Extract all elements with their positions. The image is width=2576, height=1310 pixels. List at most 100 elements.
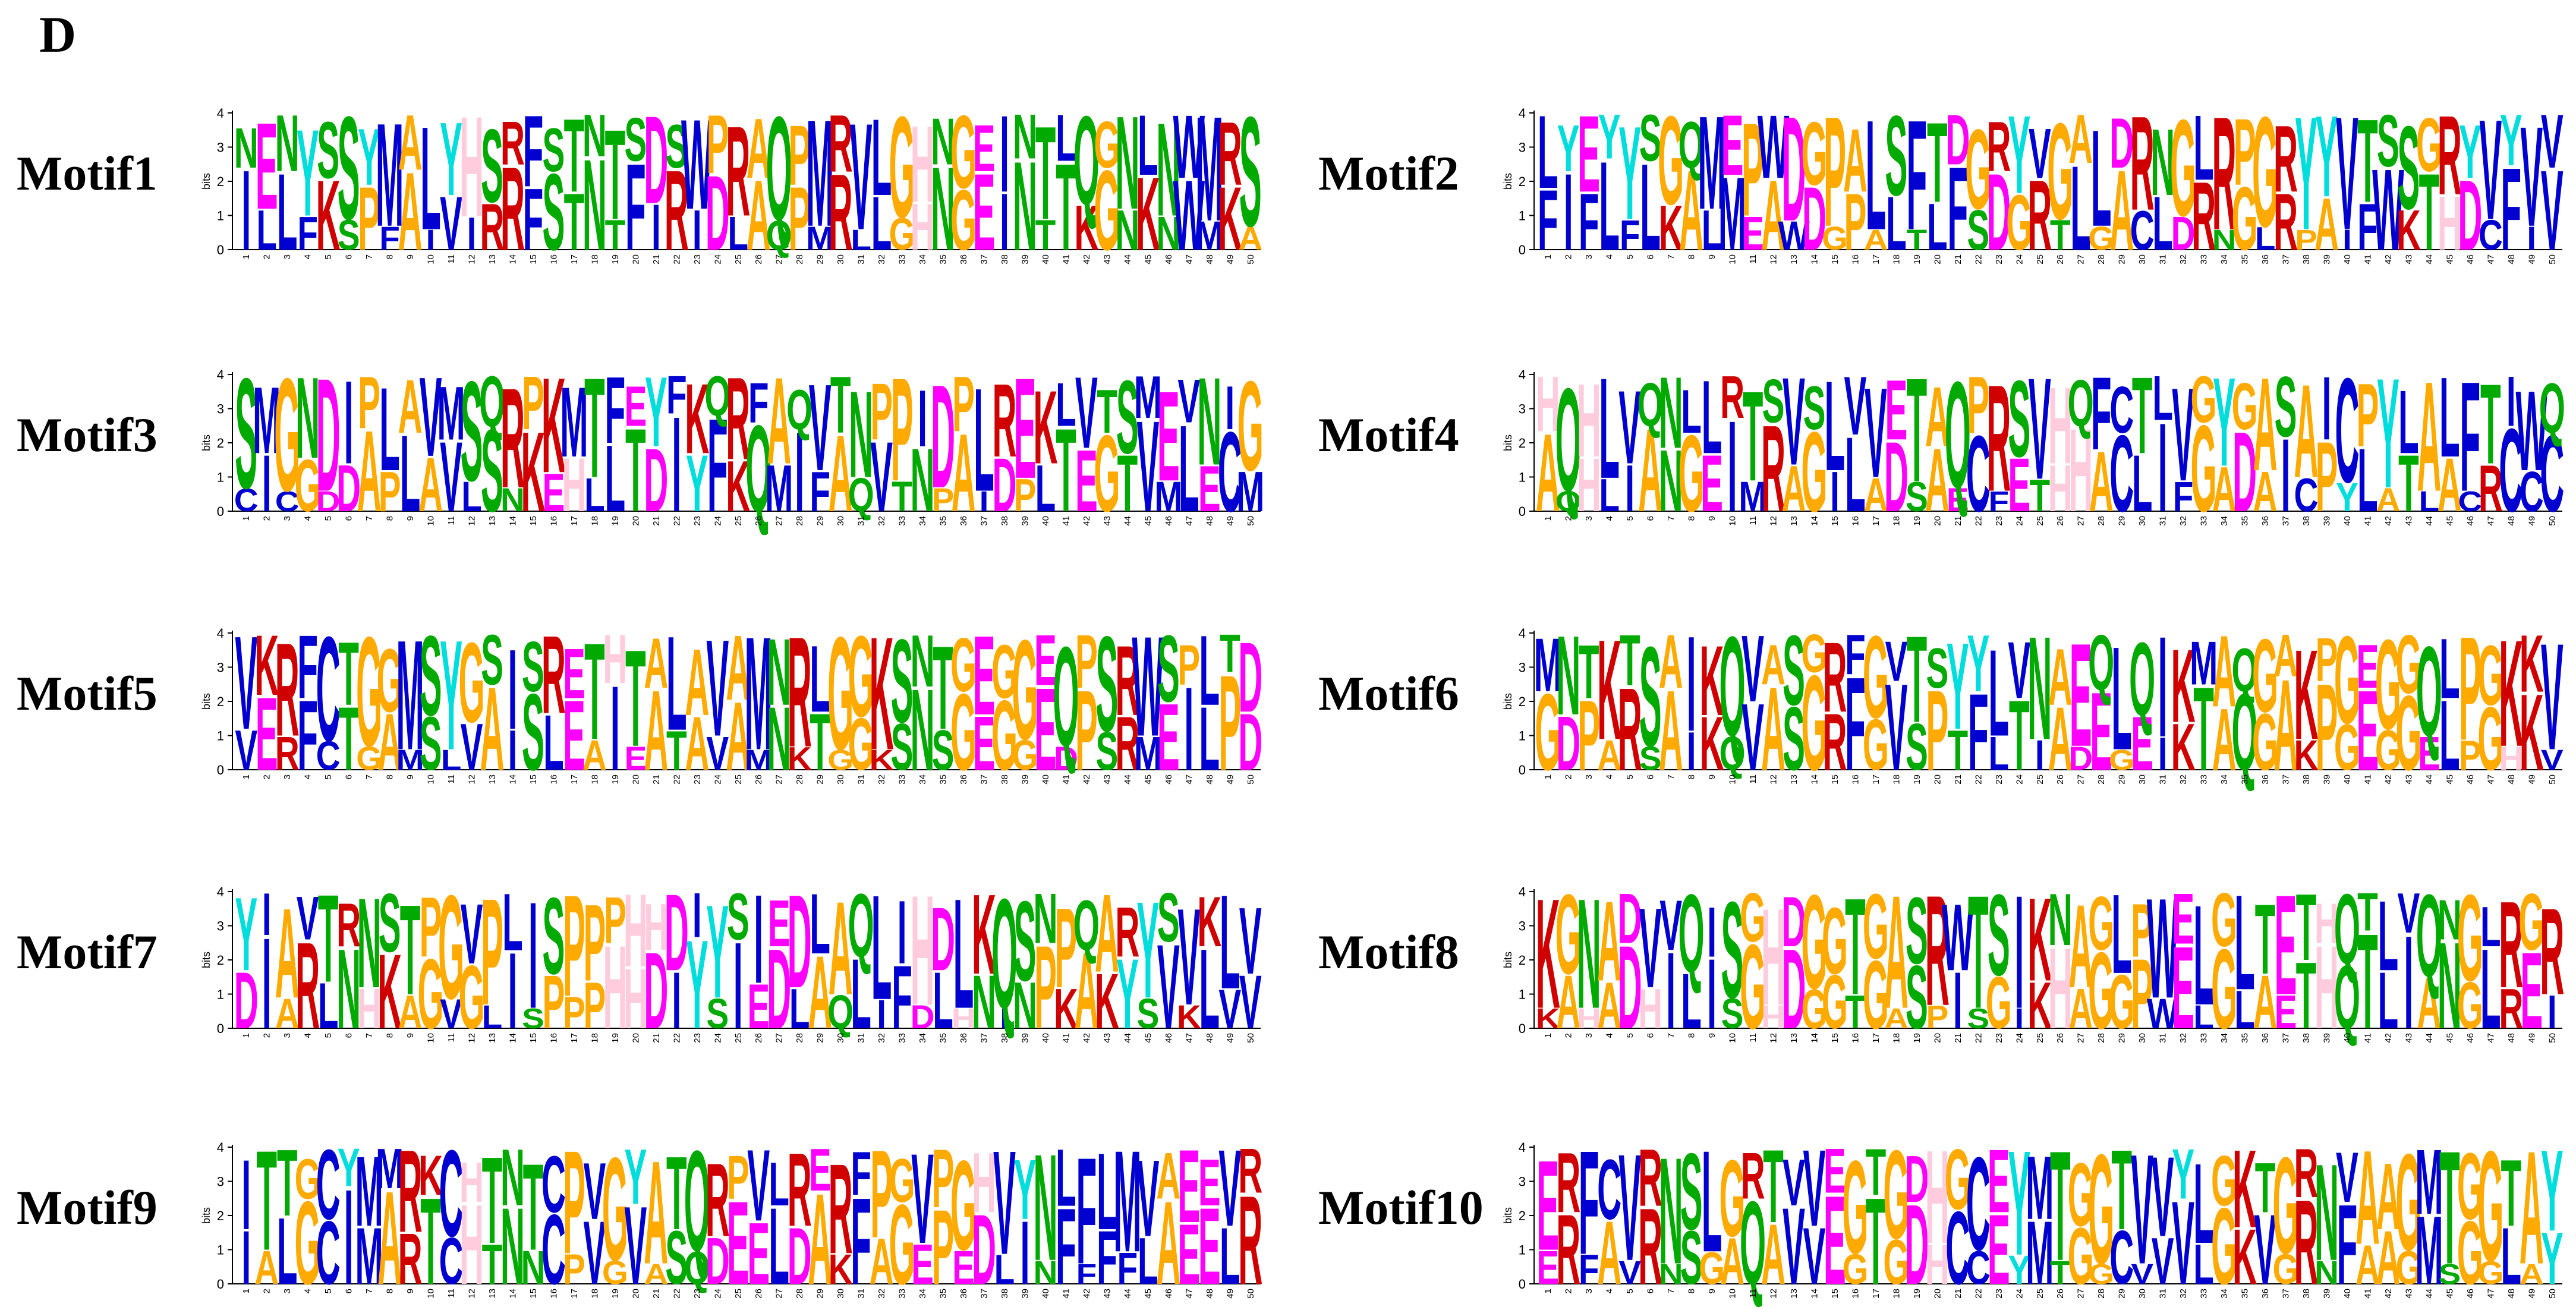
position-tick-label: 1: [1543, 516, 1553, 521]
logo-residue-top: A: [747, 101, 771, 196]
position-tick-label: 28: [795, 1033, 805, 1043]
logo-residue-bottom: C: [1218, 408, 1242, 535]
logo-residue-bottom: N: [1659, 432, 1683, 530]
position-tick-label: 38: [1000, 774, 1010, 785]
logo-residue-top: S: [665, 112, 688, 181]
logo-residue-bottom: V: [706, 726, 729, 780]
logo-residue-bottom: S: [1967, 1003, 1989, 1035]
position-tick-label: 30: [836, 1033, 846, 1043]
logo-residue-bottom: H: [2314, 921, 2339, 1052]
y-tick-label: 4: [1519, 626, 1526, 641]
position-tick-label: 38: [1000, 254, 1010, 264]
logo-residue-bottom: S: [932, 719, 955, 782]
y-axis-label: bits: [200, 693, 212, 710]
logo-residue-top: A: [2068, 880, 2093, 1013]
logo-residue-top: V: [1177, 880, 1200, 1034]
logo-residue-top: R: [1822, 622, 1847, 733]
position-tick-label: 21: [651, 1033, 662, 1043]
logo-residue-bottom: P: [1218, 647, 1241, 793]
logo-residue-bottom: G: [417, 939, 443, 1050]
logo-residue-top: S: [1721, 873, 1744, 1027]
logo-residue-top: P: [563, 868, 585, 1027]
y-tick-label: 4: [217, 1140, 224, 1155]
position-tick-label: 50: [2547, 254, 2558, 264]
position-tick-label: 26: [754, 1289, 764, 1299]
position-tick-label: 23: [692, 254, 703, 264]
logo-residue-top: L: [1097, 1130, 1117, 1252]
logo-residue-bottom: K: [1136, 155, 1160, 272]
logo-residue-top: L: [871, 868, 892, 1031]
position-tick-label: 10: [1728, 254, 1738, 264]
position-tick-label: 29: [815, 254, 826, 264]
position-tick-label: 2: [1564, 774, 1574, 779]
logo-residue-bottom: S: [1906, 710, 1928, 784]
y-tick-label: 3: [217, 402, 224, 417]
logo-residue-bottom: H: [623, 952, 648, 1047]
position-tick-label: 47: [2486, 774, 2496, 785]
logo-residue-top: T: [2439, 1123, 2460, 1298]
logo-residue-bottom: I: [1687, 721, 1696, 782]
logo-residue-top: S: [235, 351, 257, 521]
logo-residue-bottom: F: [379, 219, 400, 257]
position-tick-label: 43: [2404, 254, 2414, 264]
logo-residue-top: E: [624, 374, 647, 438]
position-tick-label: 30: [2137, 516, 2147, 526]
position-tick-label: 1: [1543, 1033, 1553, 1038]
y-tick-label: 1: [1519, 470, 1526, 485]
logo-residue-bottom: S: [522, 1003, 544, 1035]
position-tick-label: 1: [241, 1289, 251, 1293]
logo-residue-bottom: C: [2520, 460, 2544, 524]
logo-residue-top: H: [1536, 360, 1560, 448]
position-tick-label: 30: [2137, 1289, 2147, 1299]
logo-residue-bottom: L: [482, 998, 503, 1035]
logo-residue-top: L: [2193, 1139, 2214, 1267]
logo-residue-top: V: [1783, 352, 1805, 492]
position-tick-label: 17: [1871, 774, 1881, 785]
position-tick-label: 46: [1164, 254, 1174, 264]
logo-residue-top: N: [1556, 612, 1580, 739]
position-tick-label: 29: [2117, 774, 2127, 785]
logo-residue-bottom: F: [2501, 143, 2521, 273]
logo-residue-bottom: V: [2541, 146, 2564, 273]
position-tick-label: 7: [364, 1289, 374, 1293]
logo-residue-bottom: L: [1179, 400, 1199, 535]
logo-residue-top: T: [830, 360, 851, 450]
logo-residue-bottom: H: [2499, 739, 2523, 777]
logo-residue-top: T: [933, 622, 953, 754]
logo-residue-bottom: L: [994, 1246, 1015, 1293]
logo-residue-bottom: N: [500, 1185, 525, 1307]
logo-residue-top: L: [1199, 615, 1220, 726]
logo-residue-top: Q: [1073, 885, 1100, 965]
logo-residue-bottom: A: [2253, 960, 2278, 1044]
logo-residue-top: Y: [2316, 92, 2338, 221]
logo-residue-bottom: Y: [686, 915, 708, 1052]
position-tick-label: 23: [1994, 1033, 2004, 1043]
logo-residue-top: P: [932, 1132, 955, 1225]
logo-residue-bottom: L: [2234, 980, 2255, 1040]
logo-residue-bottom: N: [2212, 224, 2237, 256]
position-tick-label: 5: [323, 1033, 333, 1038]
logo-residue-bottom: D: [788, 1212, 812, 1302]
logo-residue-bottom: P: [358, 169, 380, 270]
y-tick-label: 1: [1519, 987, 1526, 1002]
position-tick-label: 31: [856, 1289, 867, 1299]
logo-residue-bottom: E: [973, 701, 996, 787]
logo-residue-bottom: G: [1822, 960, 1848, 1044]
position-tick-label: 45: [1143, 774, 1153, 785]
position-tick-label: 30: [836, 1289, 846, 1299]
position-tick-label: 6: [1646, 254, 1656, 259]
position-tick-label: 2: [262, 1289, 272, 1293]
position-tick-label: 25: [733, 1033, 744, 1043]
logo-residue-top: Y: [1618, 98, 1641, 247]
logo-residue-top: R: [993, 362, 1017, 478]
logo-residue-bottom: P: [2459, 732, 2481, 779]
logo-residue-top: R: [1741, 1138, 1765, 1213]
logo-residue-bottom: T: [2029, 471, 2050, 521]
logo-residue-bottom: I: [733, 917, 743, 1052]
logo-residue-top: D: [1782, 89, 1806, 253]
logo-residue-bottom: Q: [1555, 486, 1582, 518]
logo-residue-top: Y: [645, 356, 667, 468]
logo-residue-bottom: P: [1034, 921, 1057, 1052]
y-tick-label: 1: [217, 987, 224, 1002]
logo-residue-top: P: [788, 108, 811, 203]
